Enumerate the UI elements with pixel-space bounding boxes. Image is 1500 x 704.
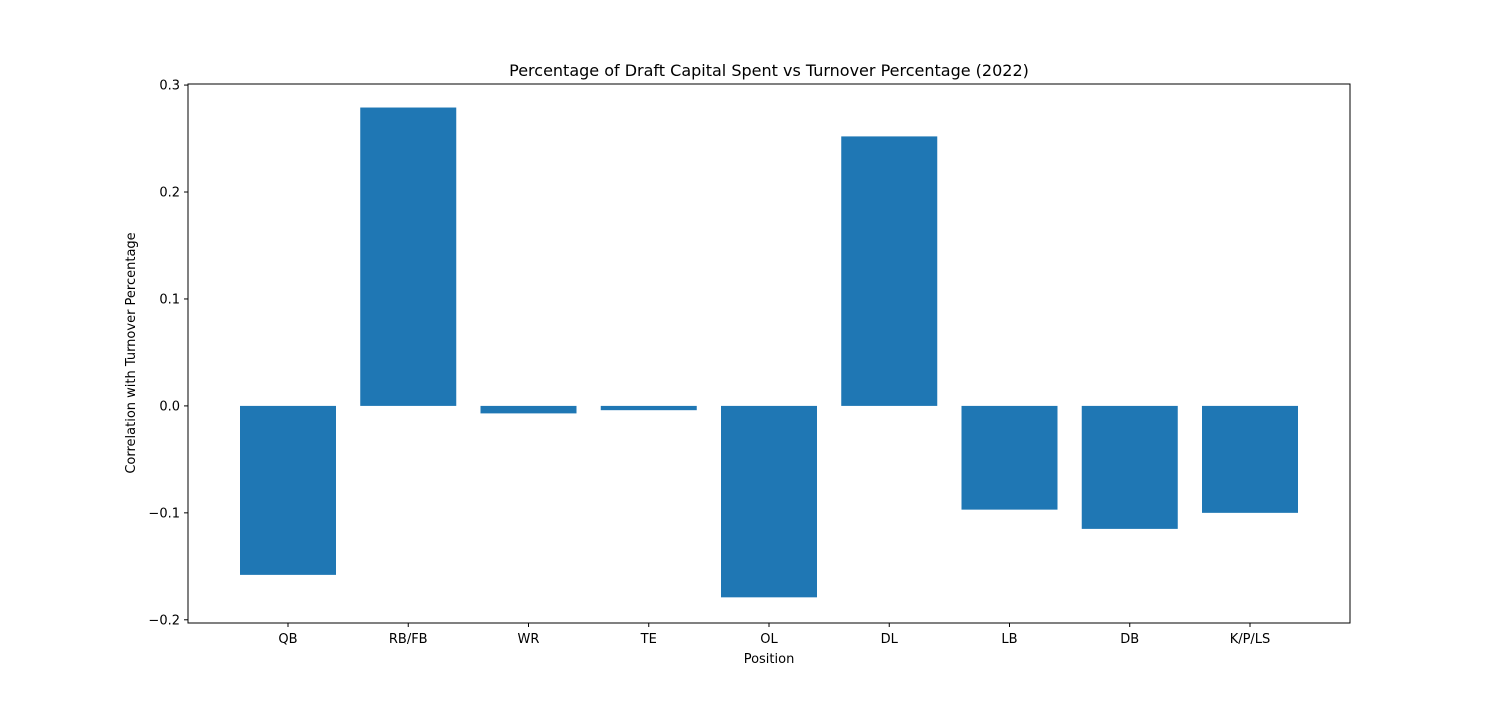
x-tick-label: WR (518, 632, 540, 647)
x-tick-label: DL (881, 632, 899, 647)
x-tick-label: DB (1120, 632, 1139, 647)
bar-db (1081, 405, 1178, 529)
y-tick-label: −0.2 (148, 613, 180, 628)
x-tick-label: RB/FB (389, 632, 428, 647)
x-tick-label: K/P/LS (1230, 632, 1271, 647)
bar-te (600, 405, 697, 411)
bar-qb (240, 405, 336, 575)
bar-dl (841, 136, 938, 406)
y-tick-label: −0.1 (148, 506, 180, 521)
bar-ol (721, 405, 817, 598)
x-tick-label: QB (278, 632, 297, 647)
ticks-layer: QB RB/FB WR TE OL DL LB DB K/P/LS −0.2 −0.1 0.0 0.1 0… (148, 79, 1270, 647)
y-tick-label: 0.0 (159, 399, 180, 414)
x-tick-label: LB (1001, 632, 1017, 647)
bar-wr (480, 405, 577, 414)
x-tick-label: TE (640, 632, 657, 647)
bar-k-p-ls (1202, 405, 1298, 513)
x-tick-label: OL (760, 632, 778, 647)
y-tick-label: 0.2 (159, 186, 180, 201)
chart-title: Percentage of Draft Capital Spent vs Tur… (509, 61, 1029, 80)
y-axis-label: Correlation with Turnover Percentage (124, 232, 139, 473)
bar-lb (961, 405, 1058, 510)
y-tick-label: 0.3 (159, 79, 180, 94)
y-tick-label: 0.1 (159, 292, 180, 307)
plot-frame (187, 83, 1351, 624)
bars-layer (240, 107, 1298, 598)
bar-rb-fb (360, 107, 457, 406)
x-axis-label: Position (744, 652, 795, 667)
